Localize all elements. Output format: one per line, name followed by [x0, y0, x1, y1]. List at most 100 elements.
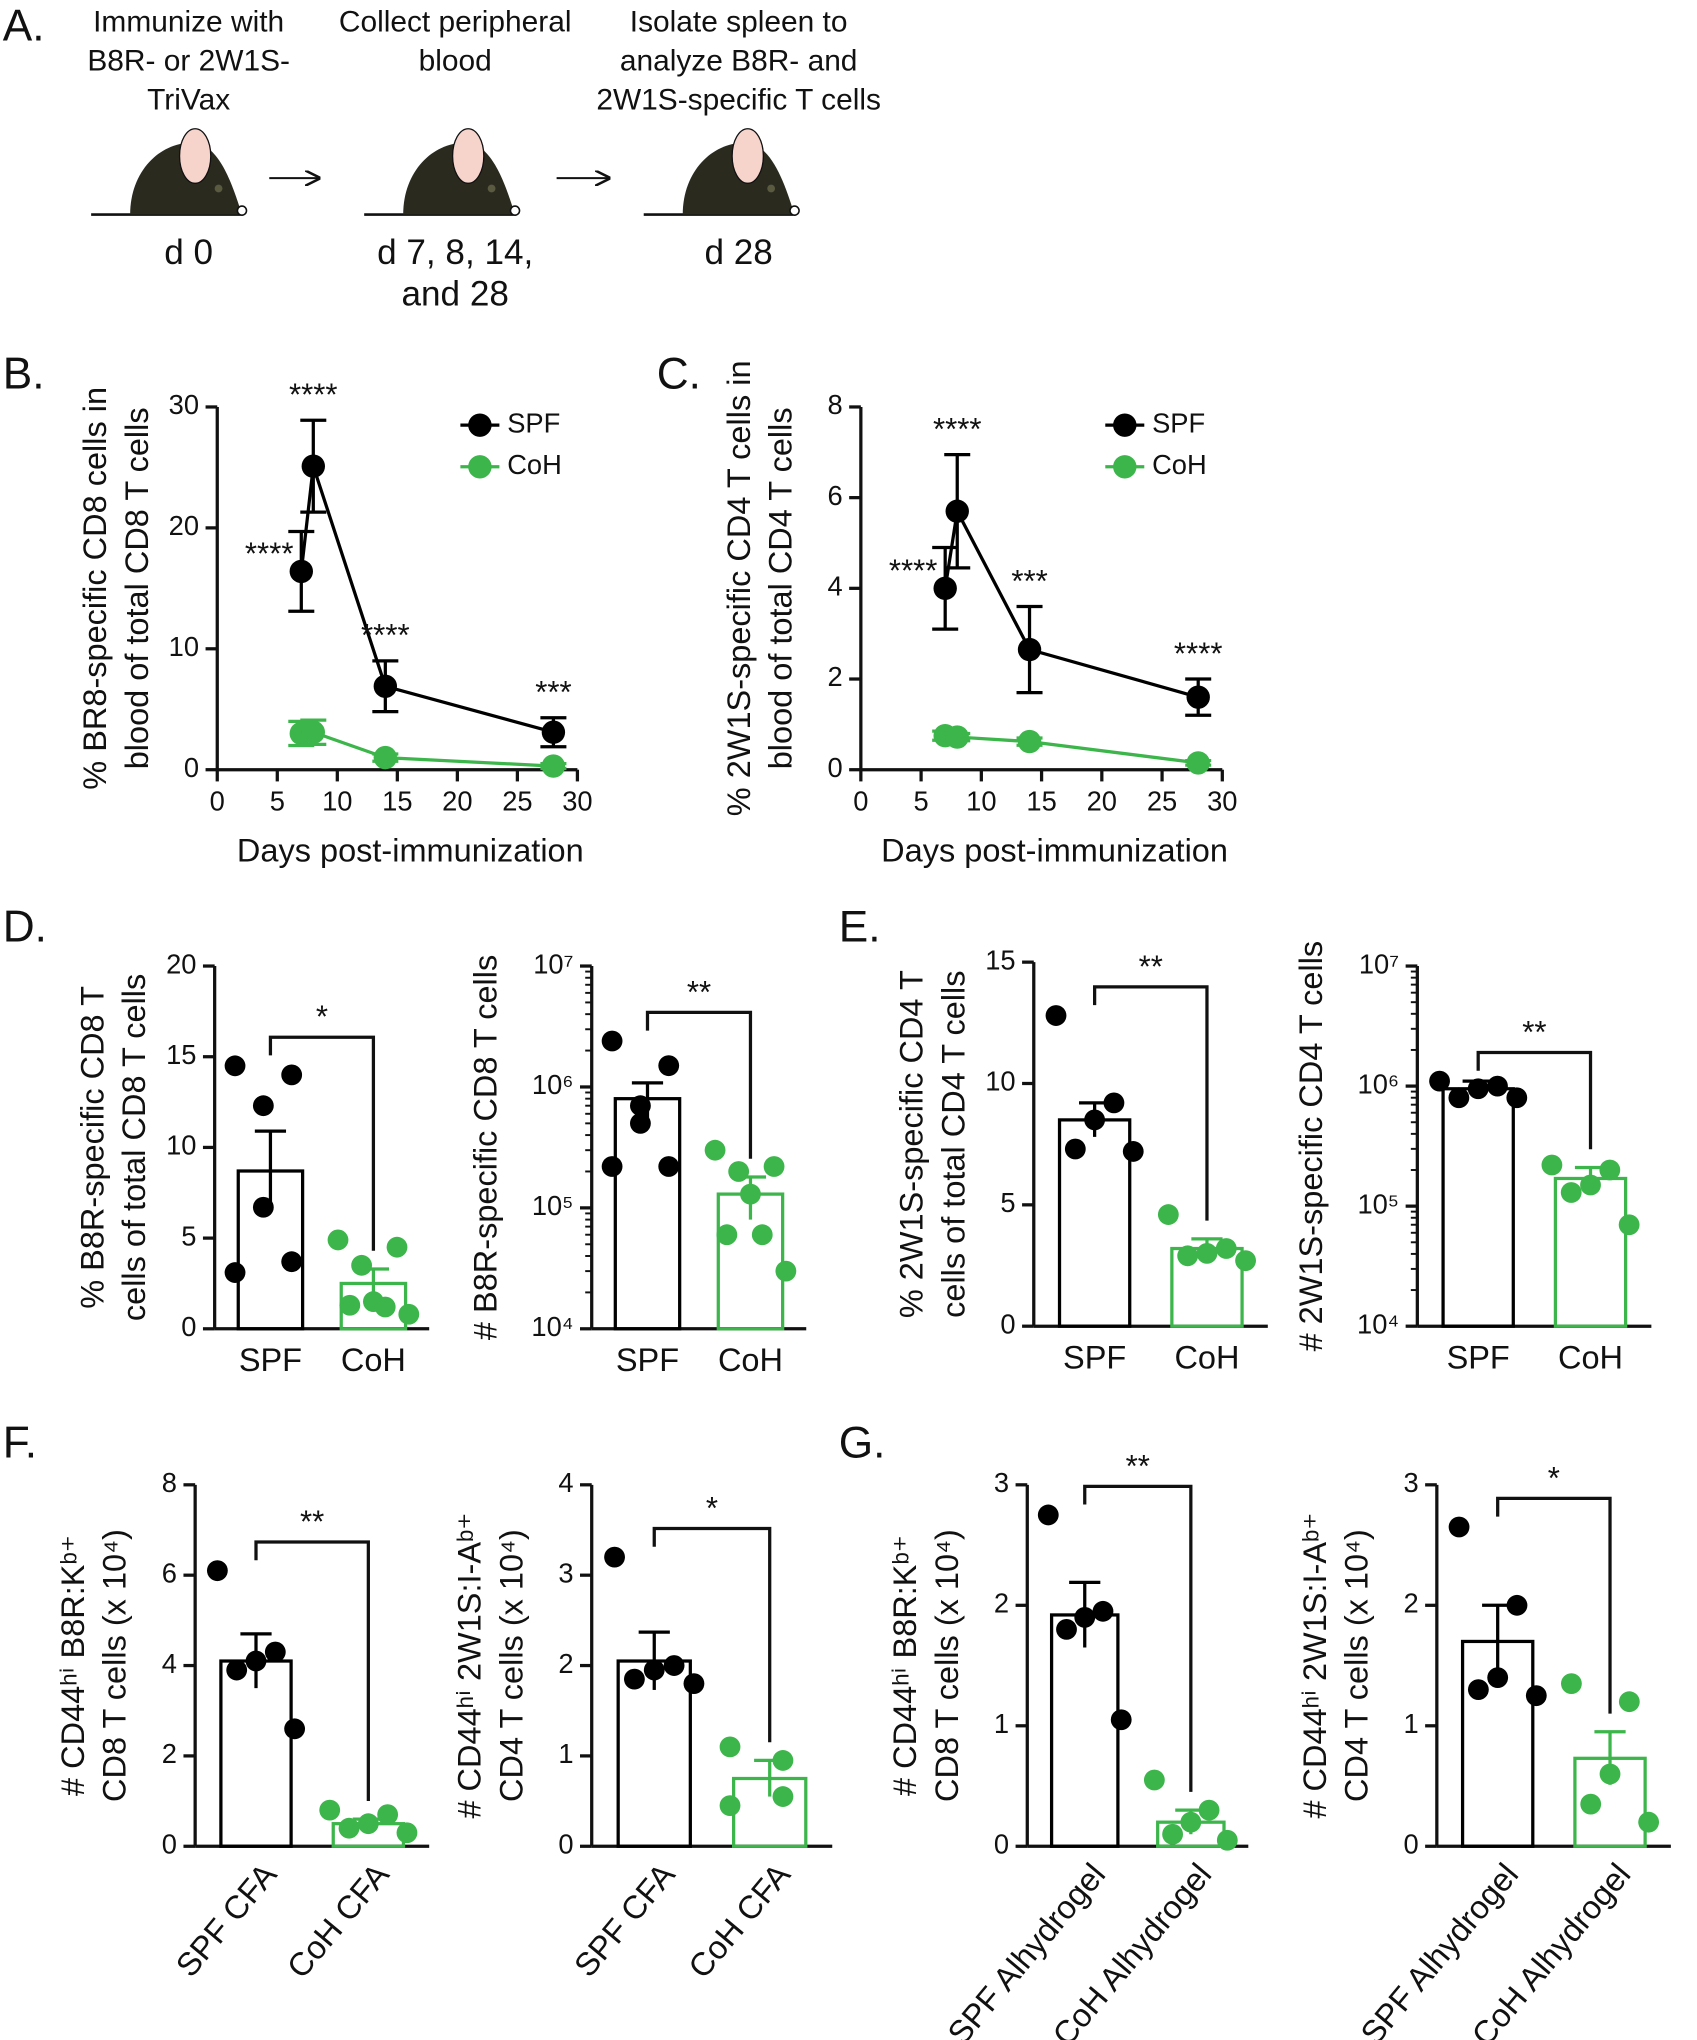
y-axis-label: % 2W1S-specific CD4 T	[894, 970, 930, 1318]
significance-bracket	[254, 1540, 370, 1801]
data-point	[1541, 1154, 1563, 1176]
data-point	[245, 1650, 267, 1672]
data-point	[658, 1156, 680, 1177]
panel-label: D.	[3, 902, 47, 951]
y-tick-label: 5	[181, 1220, 196, 1251]
data-point	[1235, 1250, 1256, 1272]
data-point	[1216, 1829, 1238, 1851]
significance: **	[687, 974, 711, 1009]
y-tick-label: 10	[985, 1066, 1015, 1097]
x-tick-label: 15	[382, 786, 412, 817]
legend-label: SPF	[1152, 407, 1205, 438]
data-point	[339, 1294, 361, 1316]
x-tick-label: SPF	[1447, 1340, 1510, 1376]
mouse-icon	[362, 127, 521, 217]
significance-bracket	[645, 1010, 753, 1159]
significance: **	[300, 1504, 324, 1539]
data-point	[1162, 1823, 1184, 1845]
data-point	[1196, 1242, 1218, 1264]
y-tick-label: 30	[169, 389, 199, 420]
y-tick-label: 10⁴	[1357, 1308, 1399, 1339]
data-point	[601, 1030, 623, 1052]
y-tick-label: 4	[558, 1467, 573, 1498]
significance: *	[706, 1491, 718, 1526]
y-tick-label: 10	[169, 631, 199, 662]
y-axis-label: # 2W1S-specific CD4 T cells	[1293, 941, 1329, 1352]
data-point	[252, 1095, 274, 1117]
y-tick-label: 20	[169, 510, 199, 541]
data-point	[1599, 1159, 1621, 1181]
data-point	[740, 1183, 761, 1205]
data-point	[541, 754, 566, 778]
significance: **	[1139, 949, 1163, 984]
y-tick-label: 3	[994, 1467, 1009, 1498]
data-point	[1103, 1092, 1125, 1114]
data-point	[775, 1260, 797, 1282]
bar	[1441, 1087, 1515, 1328]
data-point	[1506, 1594, 1528, 1616]
data-point	[658, 1055, 680, 1077]
data-point	[1599, 1763, 1621, 1785]
x-tick-label: 10	[966, 786, 996, 817]
data-point	[1198, 1799, 1220, 1821]
data-point	[1110, 1709, 1132, 1731]
series-line	[945, 734, 1199, 765]
data-point	[1560, 1182, 1582, 1203]
step-text: analyze B8R- and	[620, 44, 858, 77]
y-tick-label: 2	[827, 661, 842, 692]
x-tick-label: 20	[1087, 786, 1117, 817]
x-axis-label: Days post-immunization	[881, 833, 1228, 869]
bar	[1049, 1613, 1120, 1848]
data-point	[945, 725, 969, 749]
panel-label: F.	[3, 1418, 37, 1467]
panel-label: A.	[3, 1, 45, 50]
data-point	[1618, 1691, 1640, 1713]
significance: ***	[1011, 563, 1047, 598]
legend-label: SPF	[507, 407, 560, 438]
data-point	[719, 1795, 741, 1817]
significance: ****	[1174, 636, 1223, 671]
y-tick-label: 10⁴	[531, 1311, 573, 1342]
data-point	[728, 1161, 750, 1182]
step-text: blood	[419, 44, 492, 77]
significance-bracket	[1083, 1484, 1193, 1792]
significance-bracket	[268, 1035, 376, 1251]
data-point	[663, 1655, 685, 1676]
x-tick-label: SPF	[616, 1342, 679, 1378]
data-point	[945, 499, 969, 523]
data-point	[396, 1822, 418, 1844]
data-point	[643, 1659, 665, 1681]
y-tick-label: 2	[162, 1738, 177, 1769]
y-tick-label: 4	[827, 571, 842, 602]
y-tick-label: 20	[166, 948, 196, 979]
y-tick-label: 10⁶	[1358, 1068, 1400, 1099]
x-tick-label: 20	[442, 786, 472, 817]
y-axis-label: blood of total CD4 T cells	[762, 407, 798, 769]
data-point	[284, 1718, 306, 1740]
y-tick-label: 2	[994, 1588, 1009, 1619]
y-tick-label: 6	[162, 1557, 177, 1588]
data-point	[398, 1303, 420, 1325]
significance: *	[316, 999, 328, 1034]
data-point	[1143, 1769, 1165, 1791]
bar	[613, 1097, 682, 1331]
significance: **	[1522, 1015, 1546, 1050]
y-axis-label: cells of total CD8 T cells	[116, 974, 152, 1321]
day-label: d 0	[164, 233, 213, 272]
x-tick-label: 25	[502, 786, 532, 817]
y-tick-label: 10⁷	[533, 948, 573, 979]
significance: ****	[361, 618, 410, 653]
data-point	[301, 454, 325, 478]
data-point	[683, 1673, 705, 1695]
x-tick-label: SPF CFA	[169, 1856, 284, 1983]
y-tick-label: 8	[827, 389, 842, 420]
data-point	[772, 1750, 794, 1771]
significance-bracket	[1496, 1496, 1612, 1714]
data-point	[1180, 1811, 1202, 1833]
significance-bracket	[652, 1526, 772, 1743]
y-axis-label: % BR8-specific CD8 cells in	[77, 387, 113, 790]
x-tick-label: 30	[1207, 786, 1237, 817]
legend-marker	[468, 455, 492, 479]
